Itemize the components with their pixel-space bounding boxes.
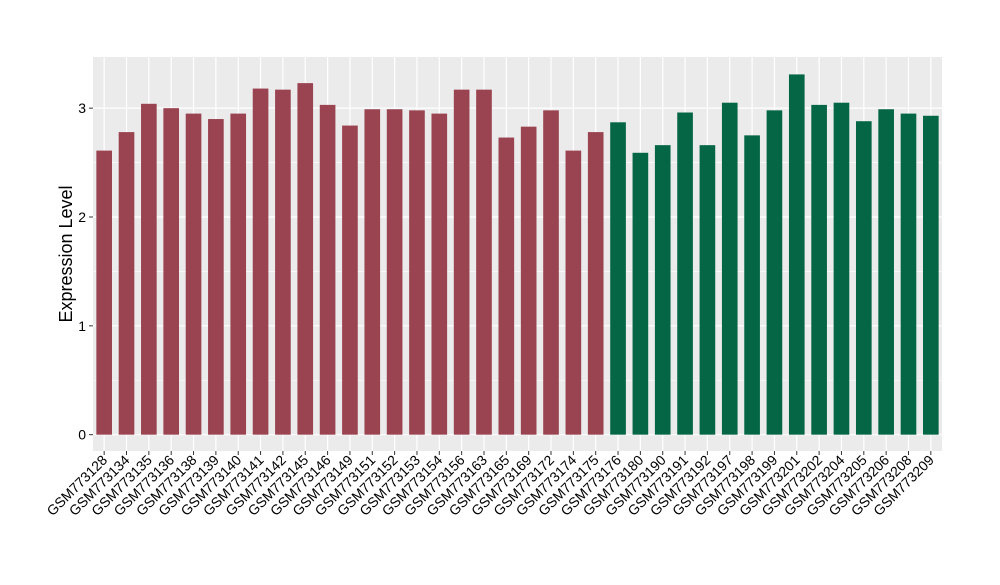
bar-GSM773153 (409, 110, 425, 435)
bar-GSM773209 (923, 115, 939, 435)
bar-GSM773202 (811, 104, 827, 435)
y-tick-label: 1 (78, 318, 86, 334)
bar-GSM773204 (833, 102, 850, 435)
bar-GSM773149 (342, 125, 358, 435)
bar-GSM773206 (878, 109, 894, 435)
y-axis-label: Expression Level (56, 185, 76, 322)
bar-GSM773165 (498, 137, 515, 435)
bar-GSM773151 (364, 109, 381, 435)
bar-GSM773145 (297, 83, 314, 435)
bar-GSM773192 (699, 145, 716, 435)
y-axis: 0 1 2 3 (78, 100, 93, 443)
bar-GSM773138 (185, 113, 202, 435)
bar-GSM773134 (118, 132, 135, 435)
bar-GSM773172 (543, 110, 559, 435)
bar-GSM773190 (654, 145, 671, 435)
bar-GSM773154 (431, 113, 448, 435)
bar-GSM773156 (453, 89, 470, 435)
bar-GSM773198 (744, 135, 760, 435)
bar-GSM773174 (565, 150, 582, 435)
bar-GSM773176 (610, 122, 626, 435)
bar-GSM773141 (252, 88, 269, 435)
bar-GSM773128 (96, 150, 112, 435)
bar-GSM773152 (386, 109, 403, 435)
bar-GSM773197 (721, 102, 738, 435)
y-tick-label: 3 (78, 100, 86, 116)
x-axis: GSM773128GSM773134GSM773135GSM773136GSM7… (43, 451, 937, 519)
bar-GSM773139 (208, 119, 224, 435)
bar-GSM773191 (677, 112, 693, 435)
bar-GSM773136 (163, 108, 180, 435)
bar-GSM773180 (632, 152, 649, 435)
bar-GSM773142 (275, 89, 291, 435)
bar-GSM773208 (900, 113, 917, 435)
bar-series (96, 74, 939, 435)
bar-GSM773199 (766, 110, 783, 435)
y-tick-label: 0 (78, 427, 86, 443)
bar-GSM773163 (476, 89, 492, 435)
bar-GSM773205 (855, 121, 872, 435)
bar-GSM773140 (230, 113, 247, 435)
bar-GSM773201 (788, 74, 805, 435)
bar-GSM773146 (319, 104, 336, 435)
y-tick-label: 2 (78, 209, 86, 225)
bar-GSM773135 (141, 103, 157, 435)
bar-GSM773175 (587, 132, 604, 435)
bar-GSM773169 (520, 126, 537, 435)
